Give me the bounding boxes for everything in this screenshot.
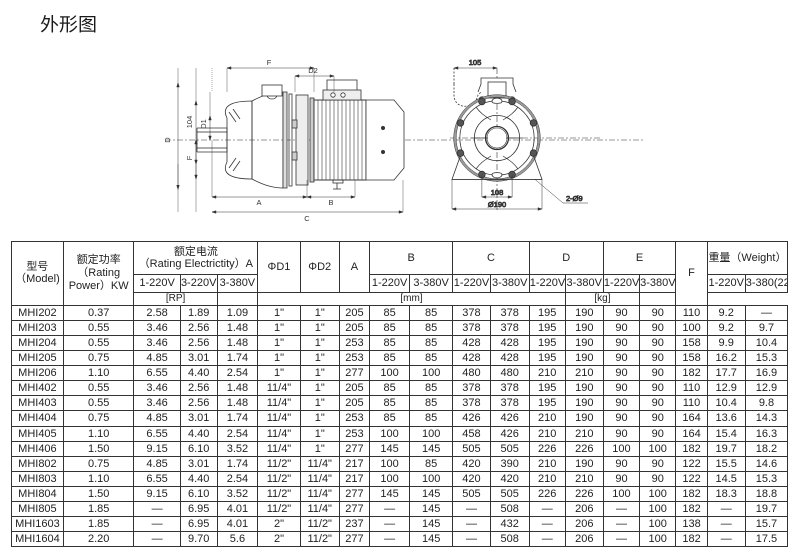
svg-text:B: B — [328, 198, 333, 207]
svg-text:C: C — [304, 214, 310, 223]
svg-text:D: D — [163, 137, 172, 143]
svg-text:104: 104 — [185, 116, 194, 129]
svg-text:108: 108 — [491, 188, 504, 197]
svg-text:105: 105 — [469, 58, 482, 67]
svg-text:D2: D2 — [308, 66, 318, 75]
svg-text:F: F — [185, 155, 194, 160]
svg-text:D1: D1 — [199, 119, 208, 129]
svg-text:F: F — [267, 58, 272, 67]
svg-text:Ø190: Ø190 — [488, 200, 506, 209]
svg-text:2-Ø9: 2-Ø9 — [566, 194, 583, 203]
svg-text:A: A — [256, 198, 261, 207]
